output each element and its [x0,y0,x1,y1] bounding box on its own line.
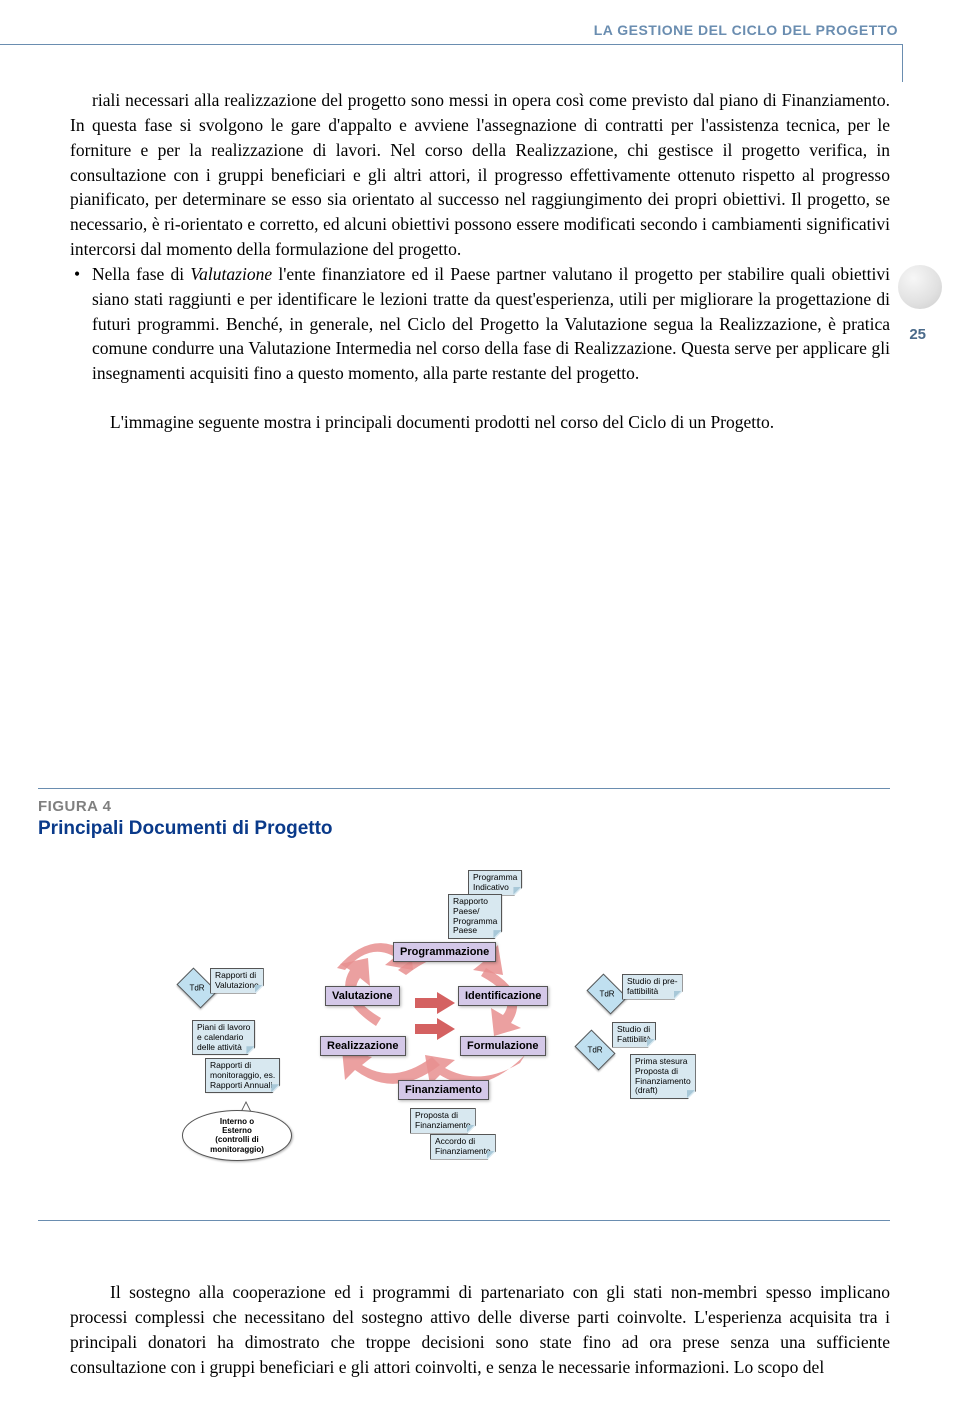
phase-valutazione: Valutazione [325,986,400,1006]
bullet-item: • Nella fase di Valutazione l'ente finan… [70,262,890,386]
doc-rapporto-paese: Rapporto Paese/ Programma Paese [448,894,502,939]
globe-icon [898,265,942,309]
figure-label: FIGURA 4 [38,798,111,815]
phase-identificazione: Identificazione [458,986,548,1006]
cycle-diagram: Programmazione Identificazione Formulazi… [150,870,790,1210]
doc-rapporti-valutazione: Rapporti di Valutazione [210,968,264,994]
header-rule-v [902,44,903,82]
bullet-prefix: Nella fase di [92,264,190,284]
header-title: LA GESTIONE DEL CICLO DEL PROGETTO [594,22,898,38]
bullet-content: Nella fase di Valutazione l'ente finanzi… [92,262,890,386]
body-text-2: Il sostegno alla cooperazione ed i progr… [70,1280,890,1379]
tdr-identificazione: TdR [586,973,627,1014]
body-text-block: riali necessari alla realizzazione del p… [70,88,890,435]
doc-piani-lavoro: Piani di lavoro e calendario delle attiv… [192,1020,255,1055]
tdr-formulazione: TdR [574,1029,615,1070]
doc-programma-indicativo: Programma Indicativo [468,870,522,896]
doc-proposta-fin: Proposta di Finanziamento [410,1108,476,1134]
paragraph-1: riali necessari alla realizzazione del p… [70,88,890,262]
red-arrow-right [415,992,455,1014]
phase-programmazione: Programmazione [393,942,496,962]
phase-finanziamento: Finanziamento [398,1080,489,1100]
bullet-italic: Valutazione [190,264,272,284]
bullet-marker: • [70,262,92,386]
doc-studio-pre: Studio di pre- fattibilità [622,974,683,1000]
phase-realizzazione: Realizzazione [320,1036,406,1056]
red-arrow-right2 [415,1018,455,1040]
page-number: 25 [909,326,926,343]
header-rule [0,44,902,45]
figure-title: Principali Documenti di Progetto [38,818,333,840]
doc-prima-stesura: Prima stesura Proposta di Finanziamento … [630,1054,696,1099]
doc-accordo-fin: Accordo di Finanziamento [430,1134,496,1160]
figure-rule-top [38,788,890,789]
paragraph-after: L'immagine seguente mostra i principali … [70,410,890,435]
doc-studio-fattibilita: Studio di Fattibilità [612,1022,656,1048]
callout-monitoraggio: Interno o Esterno (controlli di monitora… [182,1110,292,1161]
phase-formulazione: Formulazione [460,1036,546,1056]
figure-rule-bottom [38,1220,890,1221]
doc-rapporti-monitoraggio: Rapporti di monitoraggio, es. Rapporti A… [205,1058,280,1093]
